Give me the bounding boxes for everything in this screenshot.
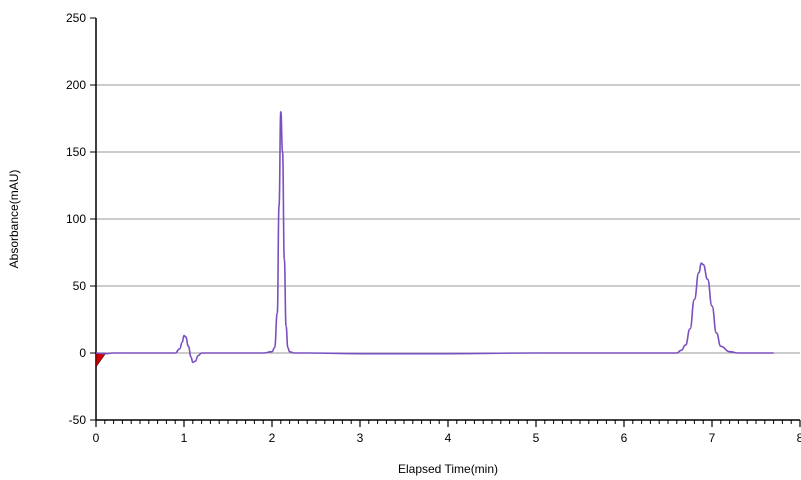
x-tick-label: 0 [93,431,100,445]
baseline-markers [95,352,107,368]
y-tick-label: 150 [66,145,86,159]
x-tick-label: 2 [269,431,276,445]
x-tick-label: 8 [797,431,801,445]
y-axis-title: Absorbance(mAU) [7,170,21,269]
baseline-marker [95,352,107,368]
grid-lines [96,84,800,421]
series-line [95,111,774,364]
x-tick-label: 1 [181,431,188,445]
x-tick-label: 7 [709,431,716,445]
y-tick-label: 50 [73,279,87,293]
axes [90,17,801,427]
x-tick-label: 5 [533,431,540,445]
y-tick-label: 100 [66,212,86,226]
y-tick-label: 0 [79,346,86,360]
data-series [95,111,774,364]
x-tick-label: 3 [357,431,364,445]
y-tick-label: 200 [66,78,86,92]
y-tick-label: 250 [66,11,86,25]
x-axis-title: Elapsed Time(min) [398,462,498,476]
tick-labels: -50 0 50 100 150 200 250 0 1 2 3 4 5 6 7 8 [66,11,801,445]
x-tick-label: 6 [621,431,628,445]
y-tick-label: -50 [69,413,87,427]
x-tick-label: 4 [445,431,452,445]
